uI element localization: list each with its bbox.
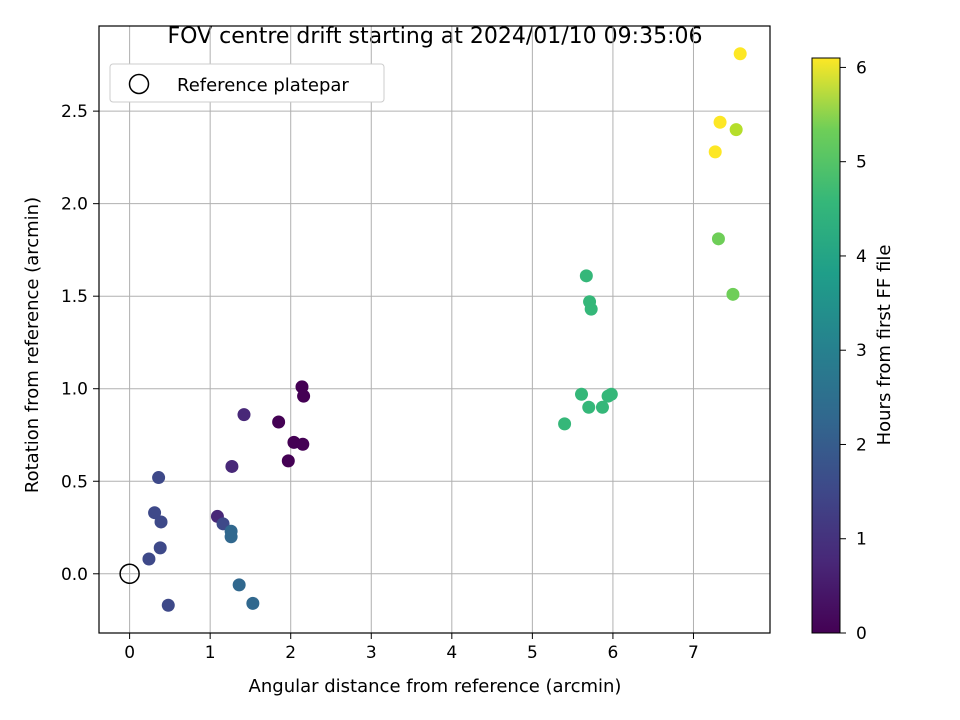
x-tick-label: 4 [446, 643, 457, 663]
plot-area: 0 1 2 3 4 5 6 7 0.0 0.5 1.0 1.5 2.0 2.5 [61, 25, 771, 663]
data-point [604, 387, 618, 401]
data-point [153, 541, 167, 555]
legend-reference-label: Reference platepar [177, 75, 349, 96]
y-tick-label: 0.0 [61, 565, 88, 585]
colorbar-label: Hours from first FF file [874, 245, 895, 446]
data-point [558, 417, 572, 431]
data-point [224, 530, 238, 544]
colorbar-tick-label: 0 [856, 624, 867, 644]
x-tick-label: 3 [366, 643, 377, 663]
data-point [582, 400, 596, 414]
data-point [281, 454, 295, 468]
colorbar-gradient [811, 57, 841, 634]
data-point [296, 437, 310, 451]
data-point [232, 578, 246, 592]
data-point [142, 552, 156, 566]
data-point [272, 415, 286, 429]
colorbar: 0 1 2 3 4 5 6 [811, 57, 867, 644]
colorbar-tick-label: 2 [856, 435, 867, 455]
data-point [237, 408, 251, 422]
data-point [584, 302, 598, 316]
data-point [713, 115, 727, 129]
y-tick-label: 0.5 [61, 472, 88, 492]
x-tick-label: 5 [527, 643, 538, 663]
x-tick-label: 0 [124, 643, 135, 663]
data-point [733, 47, 747, 61]
colorbar-tick-label: 1 [856, 530, 867, 550]
reference-platepar-marker [119, 563, 140, 585]
x-axis-label: Angular distance from reference (arcmin) [249, 676, 622, 697]
y-tick-label: 1.5 [61, 287, 88, 307]
x-tick-label: 2 [285, 643, 296, 663]
data-point [579, 269, 593, 283]
data-point [297, 389, 311, 403]
colorbar-tick-label: 4 [856, 247, 867, 267]
axes-frame [98, 25, 771, 634]
colorbar-tick-label: 3 [856, 341, 867, 361]
data-point [148, 506, 162, 520]
data-point [729, 123, 743, 137]
x-tick-label: 1 [205, 643, 216, 663]
data-point [161, 598, 175, 612]
y-tick-label: 2.0 [61, 195, 88, 215]
data-point [575, 387, 589, 401]
colorbar-tick-label: 5 [856, 153, 867, 173]
legend-box [109, 63, 385, 103]
y-tick-label: 1.0 [61, 380, 88, 400]
x-tick-label: 7 [688, 643, 699, 663]
y-tick-label: 2.5 [61, 102, 88, 122]
legend: Reference platepar [109, 63, 385, 103]
y-axis-label: Rotation from reference (arcmin) [22, 197, 43, 493]
legend-reference-marker [128, 73, 150, 95]
x-tick-label: 6 [608, 643, 619, 663]
chart-title: FOV centre drift starting at 2024/01/10 … [168, 24, 703, 49]
data-point [595, 400, 609, 414]
data-point [154, 515, 168, 529]
data-point [225, 459, 239, 473]
data-point [246, 596, 260, 610]
data-point [711, 232, 725, 246]
data-point [152, 471, 166, 485]
colorbar-tick-label: 6 [856, 58, 867, 78]
data-point [726, 287, 740, 301]
data-point [708, 145, 722, 159]
